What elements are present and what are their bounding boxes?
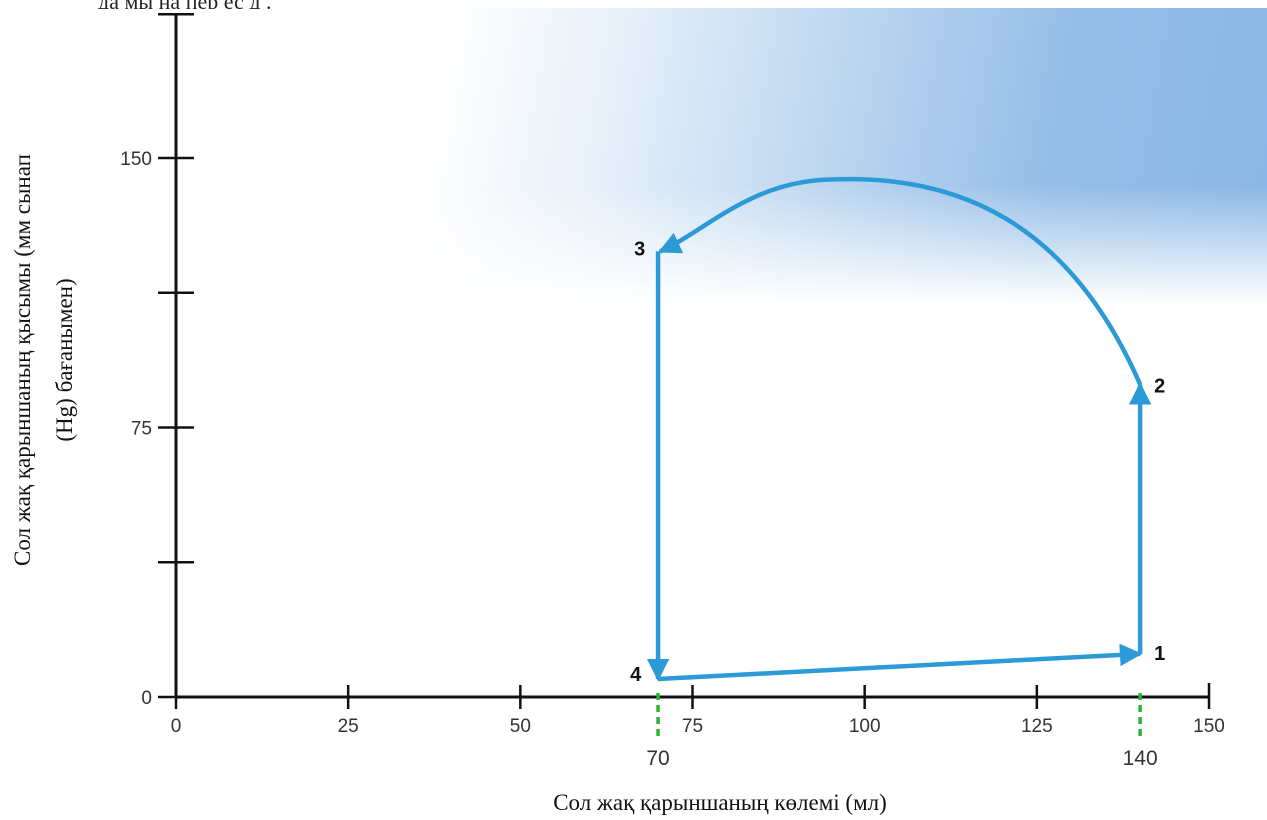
- point-label-2: 2: [1154, 375, 1165, 397]
- point-label-3: 3: [634, 238, 645, 260]
- volume-marker-label: 140: [1123, 747, 1158, 770]
- y-axis-title-line-2: (Hg) бағанымен): [52, 278, 77, 441]
- x-tick-label: 25: [338, 716, 359, 737]
- y-tick-label: 150: [120, 149, 152, 170]
- x-tick-label: 125: [1021, 716, 1053, 737]
- cropped-top-text: да мы на пер ес д .: [98, 0, 272, 9]
- x-tick-label: 100: [849, 716, 881, 737]
- ejection-arc: [658, 176, 1143, 386]
- x-tick-label: 0: [171, 716, 182, 737]
- y-tick-label: 75: [131, 419, 152, 440]
- y-tick-label: 0: [141, 688, 152, 709]
- x-tick-label: 75: [682, 716, 703, 737]
- x-tick-label: 150: [1193, 716, 1225, 737]
- x-tick-label: 50: [510, 716, 531, 737]
- background-gradient: [108, 8, 1267, 304]
- x-axis-title: Сол жақ қарыншаның көлемі (мл): [553, 790, 887, 815]
- point-label-4: 4: [630, 664, 642, 686]
- filling-segment: [657, 643, 1143, 682]
- volume-marker-label: 70: [646, 747, 669, 770]
- y-axis-title-line-1: Сол жақ қарыншаның қысымы (мм сынап: [10, 154, 35, 566]
- point-label-1: 1: [1154, 643, 1165, 665]
